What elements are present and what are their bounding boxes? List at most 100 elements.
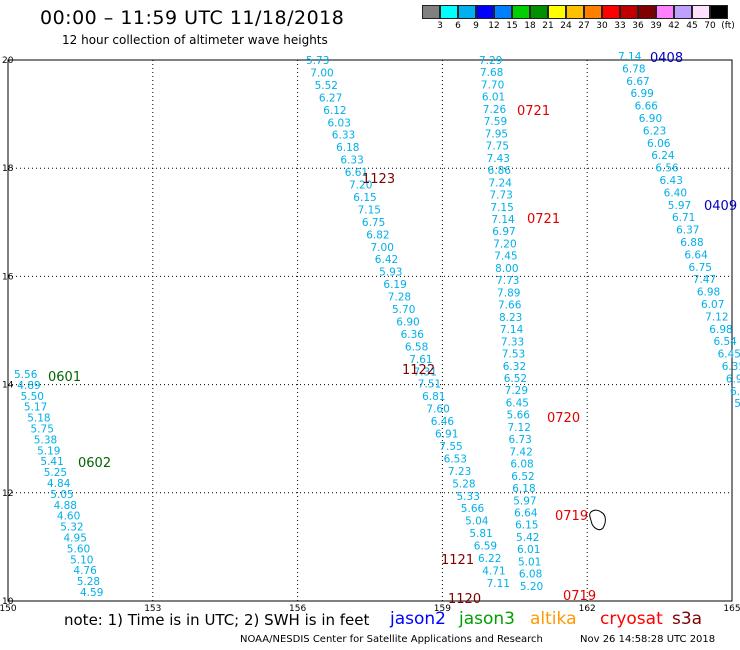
wave-height-value: 7.70 [481, 79, 504, 91]
wave-height-value: 6.08 [510, 459, 533, 471]
wave-height-value: 7.42 [509, 446, 532, 458]
wave-height-value: 6.12 [323, 105, 346, 117]
wave-height-value: 5.28 [452, 478, 475, 490]
latitude-tick-label: 20 [2, 56, 14, 66]
scale-label: 42 [668, 21, 680, 31]
wave-height-value: 6.07 [701, 299, 724, 311]
longitude-tick-label: 159 [434, 604, 451, 614]
wave-height-value: 6.92 [726, 373, 740, 385]
wave-height-value: 5.97 [513, 495, 536, 507]
wave-height-value: 6.42 [375, 254, 398, 266]
scale-label: 24 [560, 21, 572, 31]
wave-height-value: 6.98 [709, 324, 732, 336]
wave-height-value: 6.33 [340, 155, 363, 167]
pass-time-label: 0602 [78, 456, 111, 471]
wave-height-value: 5.42 [516, 532, 539, 544]
wave-height-value: 7.53 [502, 349, 525, 361]
wave-height-value: 5.41 [40, 456, 63, 468]
wave-height-value: 7.68 [480, 67, 503, 79]
wave-height-value: 4.71 [482, 565, 505, 577]
wave-height-value: 7.11 [487, 578, 510, 590]
wave-height-value: 6.97 [492, 226, 515, 238]
wave-height-value: 5.56 [14, 369, 38, 381]
longitude-tick-label: 156 [289, 604, 306, 614]
wave-height-value: 6.64 [684, 249, 708, 261]
wave-height-value: 7.47 [693, 274, 716, 286]
wave-height-value: 8.23 [499, 312, 522, 324]
generated-timestamp: Nov 26 14:58:28 UTC 2018 [580, 634, 716, 645]
scale-swatch [656, 5, 674, 19]
wave-height-value: 4.84 [47, 478, 71, 490]
wave-height-value: 7.29 [479, 55, 502, 67]
wave-height-value: 6.22 [478, 553, 501, 565]
pass-time-label: 1123 [362, 172, 395, 187]
latitude-tick-label: 14 [2, 381, 14, 391]
map-frame [7, 59, 733, 602]
wave-height-value: 6.71 [672, 212, 695, 224]
wave-height-value: 7.73 [489, 190, 512, 202]
wave-height-value: 5.75 [31, 424, 54, 436]
wave-height-value: 6.27 [319, 92, 342, 104]
wave-height-value: 5.9 [734, 398, 740, 410]
scale-label: 12 [488, 21, 500, 31]
credit-line: NOAA/NESDIS Center for Satellite Applica… [240, 634, 543, 645]
wave-height-value: 5.25 [44, 467, 67, 479]
wave-height-value: 7.20 [493, 238, 516, 250]
wave-height-value: 6.91 [435, 429, 458, 441]
wave-height-value: 4.89 [17, 380, 40, 392]
wave-height-value: 7.59 [484, 116, 507, 128]
wave-height-value: 7.24 [489, 177, 513, 189]
latitude-tick-label: 12 [2, 489, 13, 499]
wave-height-value: 7.45 [494, 251, 517, 263]
legend-cryosat: cryosat [600, 609, 663, 629]
wave-height-value: 5.20 [520, 581, 543, 593]
wave-height-value: 5.10 [70, 554, 93, 566]
longitude-tick-label: 165 [723, 604, 740, 614]
pass-time-label: 0719 [563, 589, 596, 604]
wave-height-value: 6.53 [444, 453, 467, 465]
wave-height-value: 6.86 [488, 165, 512, 177]
wave-height-value: 5.66 [461, 503, 485, 515]
scale-swatch [476, 5, 494, 19]
wave-height-value: 5.81 [469, 528, 492, 540]
scale-swatch [548, 5, 566, 19]
pass-time-label: 1122 [402, 363, 435, 378]
wave-height-value: 7.12 [508, 422, 531, 434]
wave-height-value: 6.8 [730, 386, 740, 398]
wave-height-value: 7.20 [349, 180, 372, 192]
scale-label: 9 [473, 21, 479, 31]
wave-height-value: 6.88 [680, 237, 703, 249]
pass-time-label: 1120 [448, 592, 481, 607]
scale-swatch [494, 5, 512, 19]
wave-height-value: 5.05 [50, 489, 73, 501]
wave-height-value: 6.67 [626, 76, 649, 88]
legend-jason2: jason2 [390, 609, 446, 629]
wave-height-value: 6.19 [383, 279, 406, 291]
wave-height-value: 7.29 [505, 385, 528, 397]
legend-jason3: jason3 [459, 609, 515, 629]
latitude-tick-label: 18 [2, 164, 14, 174]
map-subtitle: 12 hour collection of altimeter wave hei… [62, 33, 328, 47]
wave-height-value: 5.18 [27, 413, 50, 425]
scale-swatch [458, 5, 476, 19]
pass-time-label: 0721 [527, 212, 560, 227]
wave-height-value: 4.88 [54, 500, 77, 512]
scale-swatch [620, 5, 638, 19]
wave-height-value: 6.59 [474, 541, 497, 553]
pass-time-label: 0408 [650, 51, 683, 66]
scale-label: 6 [455, 21, 461, 31]
scale-label: 70 [704, 21, 716, 31]
latitude-tick-label: 16 [2, 272, 14, 282]
scale-swatch [440, 5, 458, 19]
wave-height-value: 5.04 [465, 516, 489, 528]
wave-height-value: 7.33 [501, 336, 524, 348]
wave-height-value: 5.97 [668, 200, 691, 212]
wave-height-value: 6.64 [514, 508, 538, 520]
wave-height-value: 4.59 [80, 587, 103, 599]
scale-label: 45 [686, 21, 698, 31]
scale-swatch [512, 5, 530, 19]
wave-height-value: 7.14 [491, 214, 515, 226]
wave-height-value: 5.28 [77, 576, 100, 588]
pass-time-label: 0601 [48, 370, 81, 385]
wave-height-value: 6.66 [635, 101, 659, 113]
